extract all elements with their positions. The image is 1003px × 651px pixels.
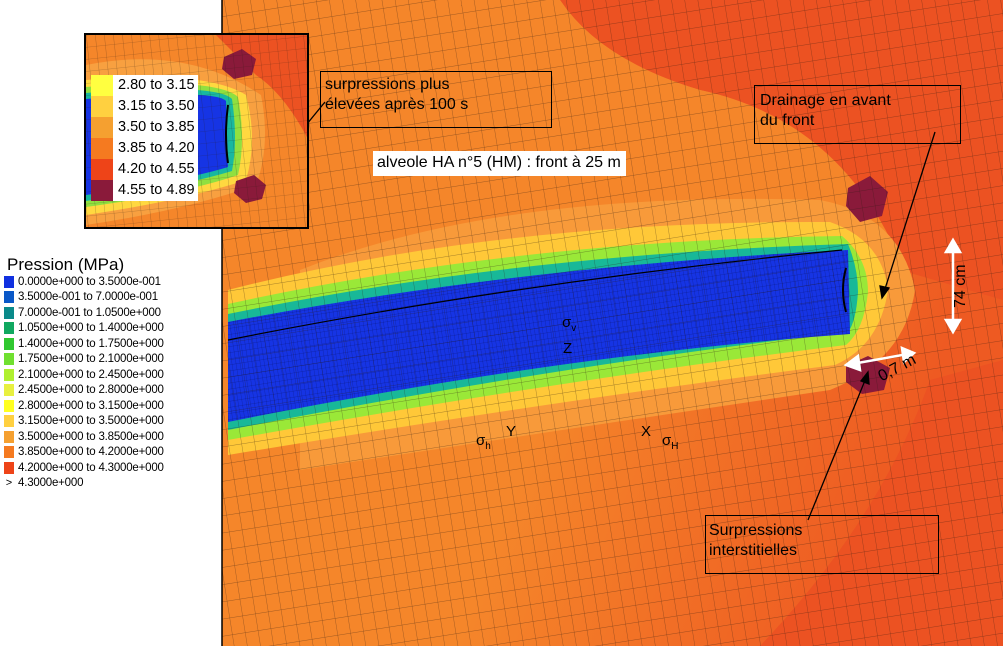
inset-callout-box: surpressions plus élevées après 100 s <box>320 71 552 128</box>
legend-entry: 1.7500e+000 to 2.1000e+000 <box>4 352 224 368</box>
legend-title: Pression (MPa) <box>7 255 125 274</box>
axis-x: X <box>641 423 652 440</box>
legend-entries: 0.0000e+000 to 3.5000e-001 3.5000e-001 to… <box>4 274 224 491</box>
interstitial-box: Surpressions interstitielles <box>705 515 939 574</box>
inset-legend-swatch <box>91 138 113 159</box>
legend-swatch <box>4 337 14 350</box>
figure-title: alveole HA n°5 (HM) : front à 25 m <box>373 151 626 176</box>
inset-legend-swatch <box>91 75 113 96</box>
legend-entry: >4.3000e+000 <box>4 476 224 492</box>
drainage-text: Drainage en avant du front <box>760 92 891 129</box>
legend-label: 2.1000e+000 to 2.4500e+000 <box>18 368 164 381</box>
legend-swatch <box>4 353 14 366</box>
axis-y: Y <box>506 423 517 440</box>
arrow-drainage <box>879 131 936 300</box>
inset-legend-entry: 4.20 to 4.55 <box>91 159 198 180</box>
inset-legend-label: 4.20 to 4.55 <box>113 159 198 180</box>
inset-legend-swatch <box>91 180 113 201</box>
legend-label: 2.4500e+000 to 2.8000e+000 <box>18 384 164 397</box>
stress-sigma-H: σH <box>662 432 679 452</box>
legend-label: 3.5000e+000 to 3.8500e+000 <box>18 430 164 443</box>
inset-legend-label: 2.80 to 3.15 <box>113 75 198 96</box>
legend-entry: 4.2000e+000 to 4.3000e+000 <box>4 460 224 476</box>
arrow-interstitial <box>807 370 870 521</box>
dimension-arrow-vertical <box>943 237 963 335</box>
legend-label: 3.5000e-001 to 7.0000e-001 <box>18 291 158 304</box>
legend-swatch <box>4 384 14 397</box>
legend-swatch <box>4 291 14 304</box>
sigma-v-subscript: v <box>571 323 577 334</box>
inset-legend-entry: 2.80 to 3.15 <box>91 75 198 96</box>
inset-legend-swatch <box>91 117 113 138</box>
legend-label: 3.1500e+000 to 3.5000e+000 <box>18 415 164 428</box>
legend-label: 1.0500e+000 to 1.4000e+000 <box>18 322 164 335</box>
inset-zoom-view: 2.80 to 3.15 3.15 to 3.50 3.50 to 3.85 3.85… <box>84 33 309 229</box>
sigma-H-subscript: H <box>671 441 679 452</box>
legend-entry: 1.4000e+000 to 1.7500e+000 <box>4 336 224 352</box>
legend-greater-than: > <box>5 477 13 490</box>
stress-sigma-v: σv <box>562 314 576 334</box>
legend-entry: 3.1500e+000 to 3.5000e+000 <box>4 414 224 430</box>
legend-swatch <box>4 446 14 459</box>
stress-sigma-h: σh <box>476 432 491 452</box>
inset-legend-label: 4.55 to 4.89 <box>113 180 198 201</box>
legend-label: 4.2000e+000 to 4.3000e+000 <box>18 461 164 474</box>
legend-entry: 7.0000e-001 to 1.0500e+000 <box>4 305 224 321</box>
legend-label: 7.0000e-001 to 1.0500e+000 <box>18 306 161 319</box>
legend-entry: 1.0500e+000 to 1.4000e+000 <box>4 321 224 337</box>
sigma-h-subscript: h <box>485 441 491 452</box>
legend-entry: 3.5000e+000 to 3.8500e+000 <box>4 429 224 445</box>
inset-legend-swatch <box>91 96 113 117</box>
legend-label: 1.7500e+000 to 2.1000e+000 <box>18 353 164 366</box>
inset-callout-text: surpressions plus élevées après 100 s <box>325 76 469 113</box>
dimension-arrow-horizontal <box>843 346 917 372</box>
interstitial-text: Surpressions interstitielles <box>709 522 803 559</box>
inset-legend-label: 3.15 to 3.50 <box>113 96 198 117</box>
dimension-label-74cm: 74 cm <box>952 264 969 308</box>
inset-legend-swatch <box>91 159 113 180</box>
inset-legend-entry: 3.85 to 4.20 <box>91 138 198 159</box>
inset-legend-label: 3.50 to 3.85 <box>113 117 198 138</box>
legend-swatch <box>4 322 14 335</box>
inset-legend-entry: 4.55 to 4.89 <box>91 180 198 201</box>
legend-label: 4.3000e+000 <box>18 477 84 490</box>
legend-swatch <box>4 430 14 443</box>
legend-swatch <box>4 399 14 412</box>
drainage-box: Drainage en avant du front <box>754 85 961 144</box>
legend-label: 2.8000e+000 to 3.1500e+000 <box>18 399 164 412</box>
legend-swatch <box>4 415 14 428</box>
legend-entry: 2.4500e+000 to 2.8000e+000 <box>4 383 224 399</box>
inset-legend: 2.80 to 3.15 3.15 to 3.50 3.50 to 3.85 3.85… <box>91 75 198 201</box>
sigma-H-symbol: σ <box>662 432 672 449</box>
inset-legend-entry: 3.15 to 3.50 <box>91 96 198 117</box>
sigma-h-symbol: σ <box>476 432 486 449</box>
legend-entry: 3.5000e-001 to 7.0000e-001 <box>4 290 224 306</box>
inset-legend-label: 3.85 to 4.20 <box>113 138 198 159</box>
legend-swatch <box>4 368 14 381</box>
legend-entry: 3.8500e+000 to 4.2000e+000 <box>4 445 224 461</box>
legend-entry: 0.0000e+000 to 3.5000e-001 <box>4 274 224 290</box>
inset-legend-entry: 3.50 to 3.85 <box>91 117 198 138</box>
legend-label: 3.8500e+000 to 4.2000e+000 <box>18 446 164 459</box>
legend-label: 0.0000e+000 to 3.5000e-001 <box>18 275 161 288</box>
sigma-v-symbol: σ <box>562 314 572 331</box>
pressure-legend: Pression (MPa) 0.0000e+000 to 3.5000e-00… <box>4 256 224 491</box>
legend-label: 1.4000e+000 to 1.7500e+000 <box>18 337 164 350</box>
mesh-overlay <box>222 0 1003 646</box>
legend-swatch <box>4 306 14 319</box>
axis-z: Z <box>563 340 573 357</box>
legend-swatch <box>4 461 14 474</box>
legend-swatch <box>4 275 14 288</box>
legend-entry: 2.1000e+000 to 2.4500e+000 <box>4 367 224 383</box>
legend-entry: 2.8000e+000 to 3.1500e+000 <box>4 398 224 414</box>
